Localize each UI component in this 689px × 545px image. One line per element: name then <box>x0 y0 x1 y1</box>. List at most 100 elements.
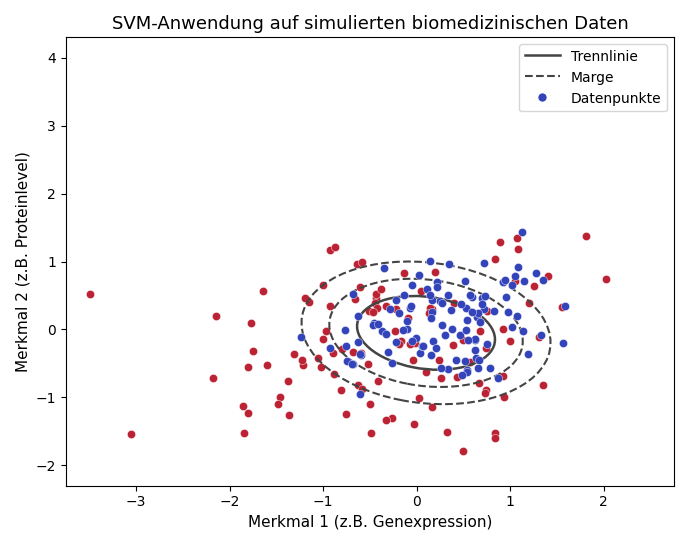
Point <box>349 295 360 304</box>
Point <box>457 446 468 455</box>
X-axis label: Merkmal 1 (z.B. Genexpression): Merkmal 1 (z.B. Genexpression) <box>248 515 492 530</box>
Point <box>404 304 415 313</box>
Point <box>421 368 432 377</box>
Point <box>533 333 544 342</box>
Point <box>474 379 485 387</box>
Point <box>364 400 376 409</box>
Point <box>409 338 420 347</box>
Point <box>446 305 457 314</box>
Point <box>354 390 365 399</box>
Point <box>467 307 478 316</box>
Point <box>300 294 311 303</box>
Point <box>393 309 404 318</box>
Point <box>559 302 570 311</box>
Point <box>489 306 500 315</box>
Point <box>457 371 468 379</box>
Point <box>464 291 475 300</box>
Point <box>513 263 524 271</box>
Point <box>481 386 492 395</box>
Point <box>298 361 309 370</box>
Point <box>325 246 336 255</box>
Point <box>317 335 328 344</box>
Point <box>391 296 402 305</box>
Point <box>447 341 458 350</box>
Point <box>368 307 379 316</box>
Point <box>373 377 384 386</box>
Point <box>528 282 539 290</box>
Point <box>391 337 402 346</box>
Point <box>415 348 426 357</box>
Point <box>469 346 480 354</box>
Point <box>470 336 481 345</box>
Point <box>440 330 451 339</box>
Point <box>600 275 611 284</box>
Point <box>340 342 351 350</box>
Point <box>414 270 425 279</box>
Point <box>415 287 426 296</box>
Point <box>480 389 491 397</box>
Point <box>296 332 307 341</box>
Point <box>407 281 418 290</box>
Point <box>474 326 485 335</box>
Point <box>378 264 389 272</box>
Point <box>457 336 468 344</box>
Point <box>460 304 471 313</box>
Point <box>416 342 427 350</box>
Point <box>581 232 592 240</box>
Point <box>397 325 408 334</box>
Point <box>245 318 256 327</box>
Point <box>389 326 400 335</box>
Point <box>518 276 529 285</box>
Point <box>499 392 510 401</box>
Point <box>431 278 442 287</box>
Point <box>243 362 254 371</box>
Point <box>411 334 422 343</box>
Point <box>471 354 482 362</box>
Point <box>425 313 436 322</box>
Point <box>509 276 520 285</box>
Point <box>480 344 491 353</box>
Point <box>402 317 413 325</box>
Point <box>238 402 249 410</box>
Point <box>436 299 447 308</box>
Point <box>431 283 442 292</box>
Point <box>477 299 488 308</box>
Point <box>482 307 493 316</box>
Point <box>247 347 258 355</box>
Point <box>243 408 254 417</box>
Point <box>404 340 415 349</box>
Point <box>387 358 398 367</box>
Point <box>313 354 324 363</box>
Point <box>348 348 359 356</box>
Point <box>466 293 477 302</box>
Point <box>417 342 428 350</box>
Point <box>497 371 508 380</box>
Point <box>442 291 453 300</box>
Point <box>523 299 534 307</box>
Point <box>493 374 504 383</box>
Point <box>542 271 553 280</box>
Point <box>381 302 392 311</box>
Point <box>477 294 488 302</box>
Point <box>346 360 357 368</box>
Point <box>405 301 416 310</box>
Point <box>387 414 398 423</box>
Point <box>354 283 365 292</box>
Point <box>459 277 470 286</box>
Legend: Trennlinie, Marge, Datenpunkte: Trennlinie, Marge, Datenpunkte <box>520 44 667 111</box>
Point <box>489 434 500 443</box>
Point <box>211 311 222 320</box>
Point <box>444 260 455 269</box>
Point <box>373 319 384 328</box>
Point <box>365 428 376 437</box>
Point <box>435 364 446 373</box>
Point <box>503 308 514 317</box>
Point <box>430 268 441 277</box>
Point <box>557 302 568 311</box>
Point <box>538 381 549 390</box>
Point <box>413 393 424 402</box>
Point <box>390 305 401 313</box>
Point <box>353 381 364 390</box>
Point <box>426 402 438 411</box>
Point <box>443 364 454 373</box>
